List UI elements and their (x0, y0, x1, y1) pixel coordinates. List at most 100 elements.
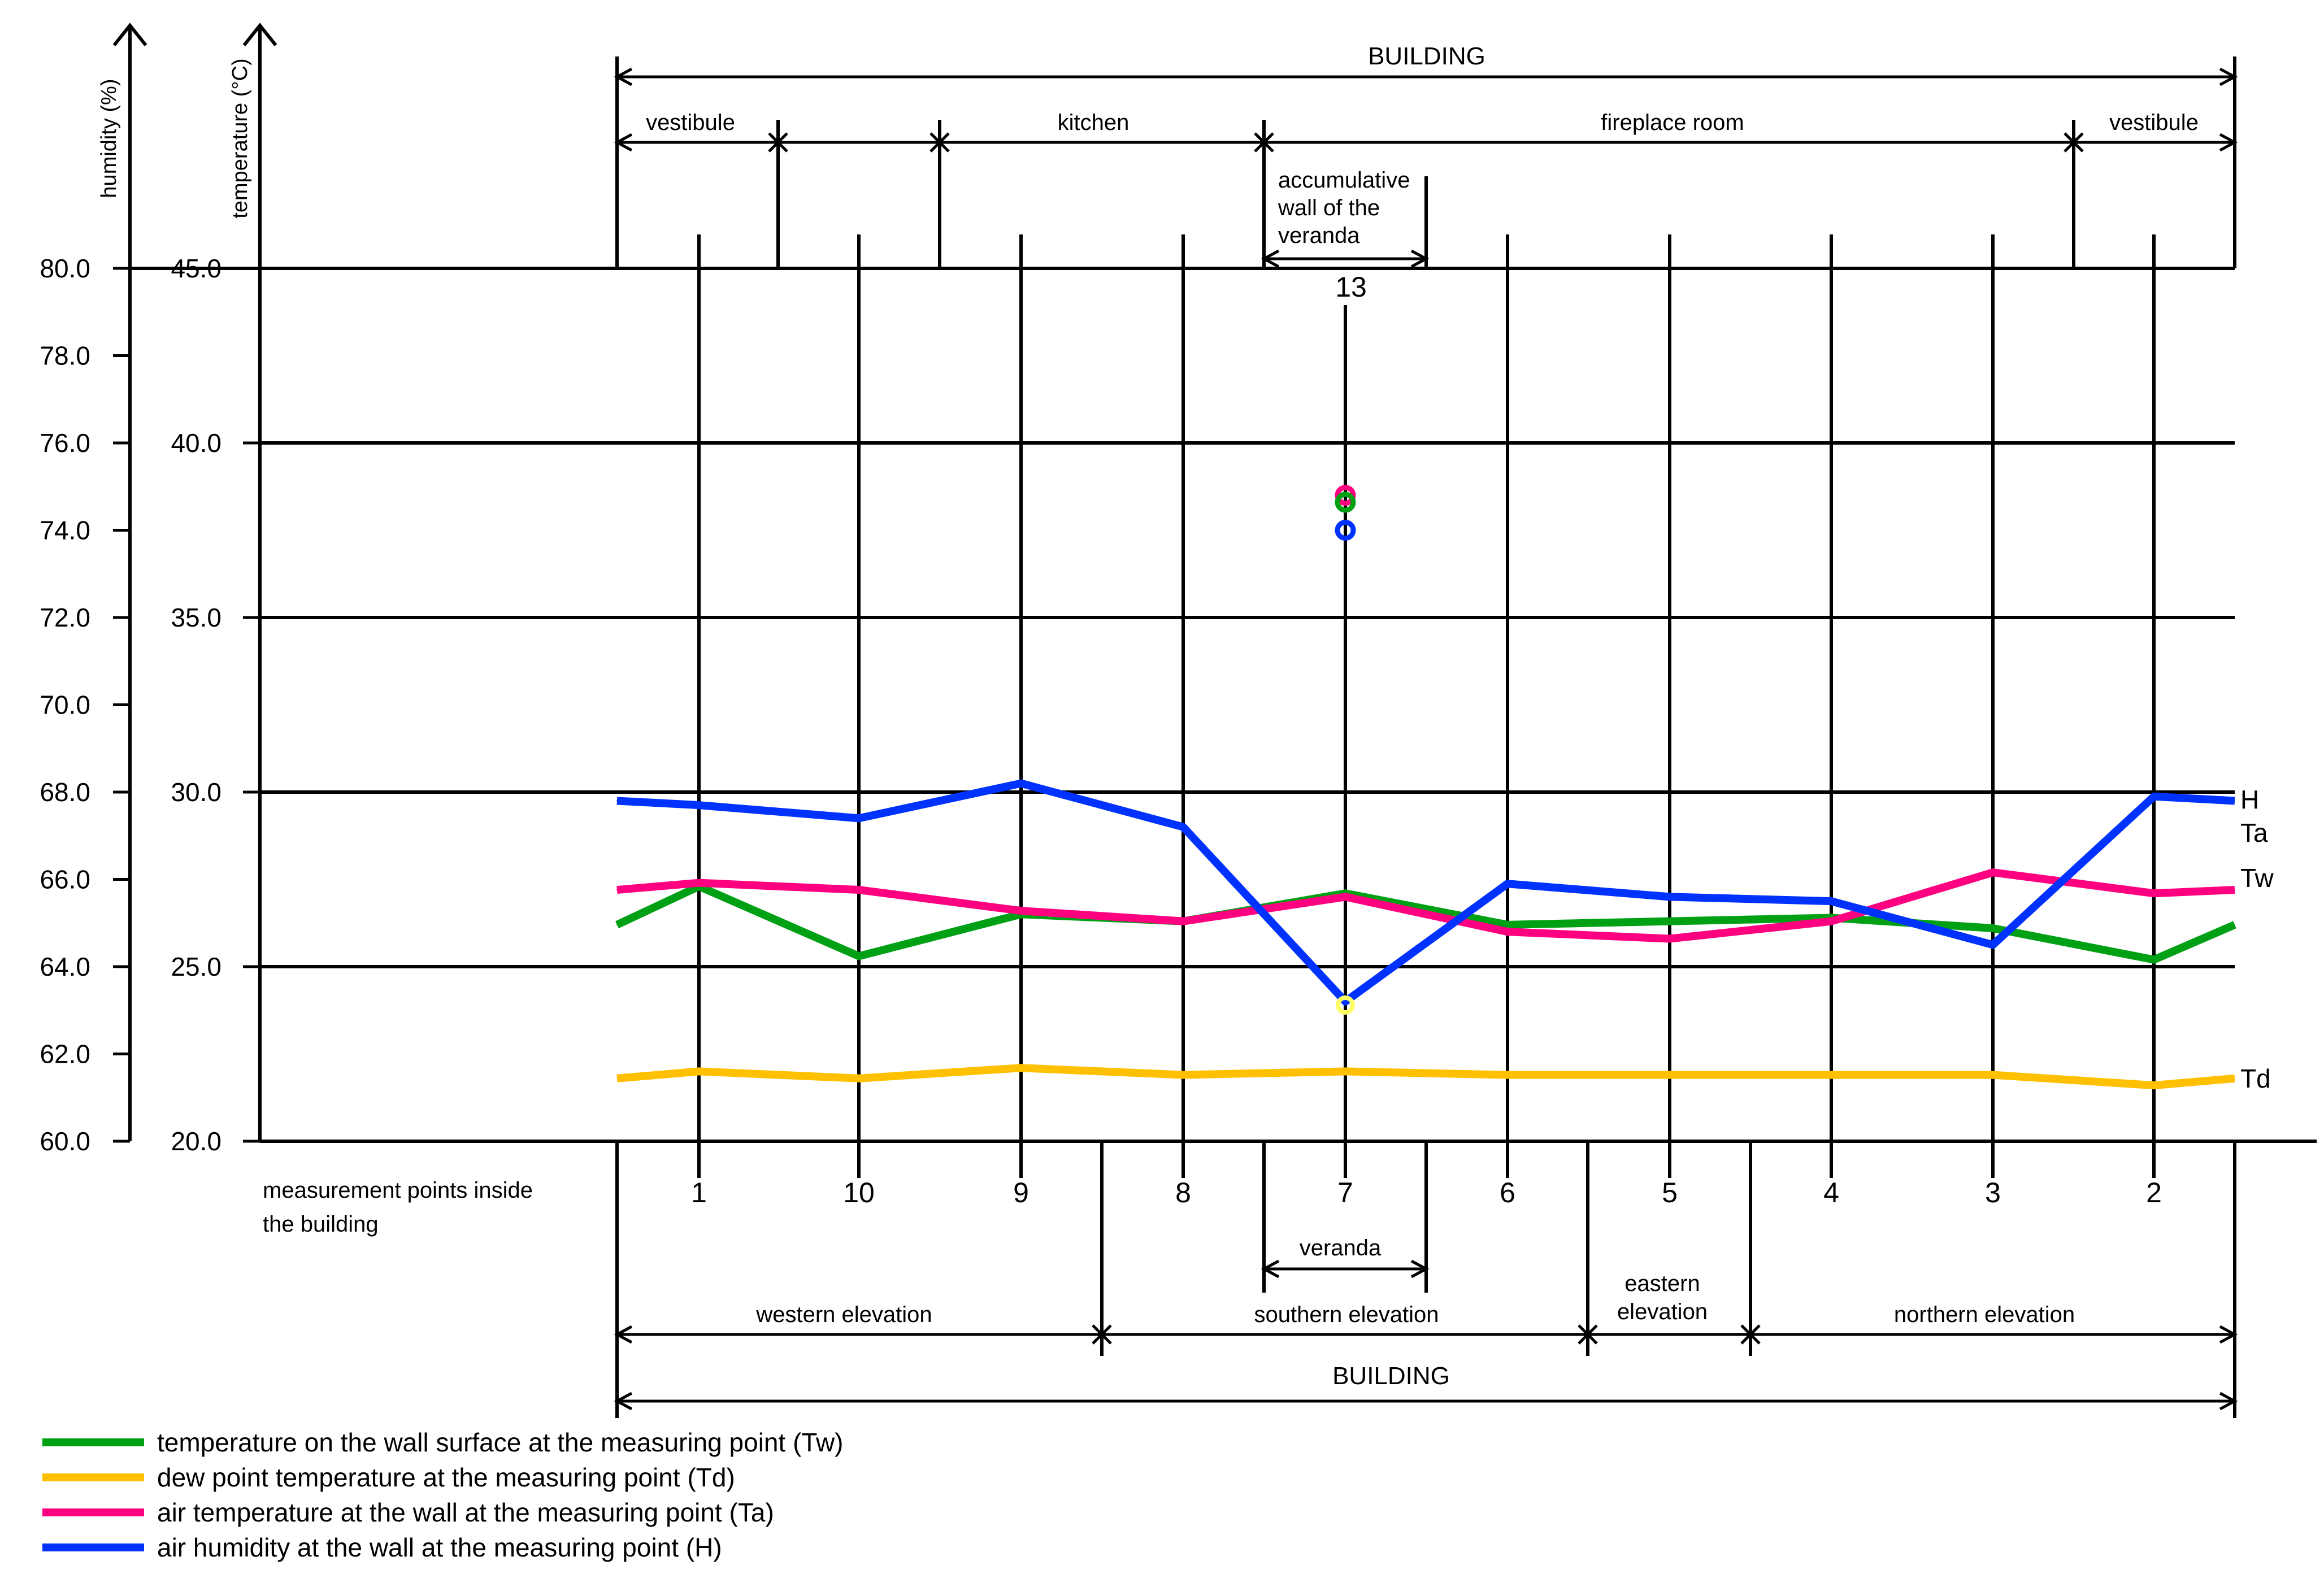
point-label: 10 (843, 1177, 875, 1208)
veranda-label: veranda (1300, 1236, 1382, 1260)
data-point-h (858, 818, 859, 819)
data-point-tw (1992, 928, 1993, 929)
tick-labels: 80.0 78.0 76.0 74.0 72.0 70.0 68.0 66.0 64.0 62.0… (40, 254, 260, 1156)
data-point-tw (1669, 920, 1670, 922)
data-point-ta (858, 889, 859, 891)
data-point-h (1992, 944, 1993, 946)
room-label: vestibule (646, 110, 735, 135)
data-point-tw (616, 924, 618, 925)
room-label: kitchen (1058, 110, 1130, 135)
data-point-ta (2234, 889, 2235, 891)
measurement-point-lines (697, 234, 2156, 1178)
data-point-td (698, 1071, 700, 1072)
series-line-tw (615, 882, 2236, 964)
data-point-ta (1669, 938, 1670, 940)
elevation-label: western elevation (755, 1302, 932, 1327)
data-point-td (1183, 1074, 1184, 1076)
legend-label: air temperature at the wall at the measu… (157, 1498, 774, 1527)
legend-label: temperature on the wall surface at the m… (157, 1428, 844, 1457)
point-label: 8 (1175, 1177, 1191, 1208)
rooms-arrow-left (614, 133, 633, 152)
elevation-divider-mark (1092, 1324, 1112, 1345)
building-label-top: BUILDING (1368, 42, 1485, 70)
data-point-ta (1183, 920, 1184, 922)
data-point-h (698, 805, 700, 806)
data-point-h (1020, 782, 1022, 784)
data-point-td (858, 1077, 859, 1079)
data-point-h (1507, 883, 1508, 885)
point-label: 4 (1823, 1177, 1839, 1208)
humidity-tick-label: 66.0 (40, 865, 90, 894)
series-end-label-h: H (2240, 785, 2259, 814)
building-label-bottom: BUILDING (1332, 1362, 1450, 1390)
data-point-tw (2234, 924, 2235, 925)
legend-label: air humidity at the wall at the measurin… (157, 1533, 722, 1562)
point-label: 9 (1013, 1177, 1029, 1208)
point-label: 3 (1985, 1177, 2001, 1208)
data-point-td (1507, 1074, 1508, 1076)
data-point-ta (698, 882, 700, 884)
temperature-tick-label: 45.0 (171, 254, 221, 283)
veranda-arrow-right (1410, 1259, 1430, 1279)
data-point-tw (858, 955, 859, 957)
point-label: 7 (1337, 1177, 1353, 1208)
x-axis-title: measurement points inside (263, 1178, 533, 1203)
legend: temperature on the wall surface at the m… (42, 1428, 844, 1562)
data-point-h (1183, 826, 1184, 828)
point-13-marker-tw (1335, 492, 1356, 513)
elevation-label: southern elevation (1254, 1302, 1439, 1327)
accumulative-wall-label: veranda (1278, 223, 1360, 248)
humidity-tick-label: 80.0 (40, 254, 90, 283)
building-bottom-arrow-left (614, 1392, 633, 1411)
accumulative-wall-label: wall of the (1278, 195, 1380, 220)
data-point-td (1345, 1071, 1346, 1072)
data-point-td (1669, 1074, 1670, 1076)
room-divider-mark (2064, 132, 2084, 153)
data-point-td (616, 1077, 618, 1079)
data-point-ta (1992, 872, 1993, 873)
elevation-label: eastern (1624, 1271, 1700, 1296)
point-label: 1 (691, 1177, 707, 1208)
point-markers (1335, 485, 1356, 1015)
humidity-tick-label: 74.0 (40, 516, 90, 545)
humidity-tick-label: 64.0 (40, 952, 90, 981)
humidity-tick-label: 60.0 (40, 1127, 90, 1156)
elevation-divider-mark (1740, 1324, 1761, 1345)
data-point-h (1669, 896, 1670, 898)
data-point-tw (1507, 924, 1508, 925)
point-7-marker-td (1336, 995, 1355, 1015)
data-point-ta (1020, 910, 1022, 912)
building-dimension-lines (614, 56, 2238, 1418)
temperature-tick-label: 40.0 (171, 428, 221, 458)
x-axis-title: the building (263, 1212, 379, 1237)
building-arrow-left (614, 67, 633, 86)
data-point-h (2153, 795, 2154, 797)
point-13-marker-ta (1335, 485, 1356, 506)
elevation-label: northern elevation (1894, 1302, 2075, 1327)
elevations-arrow-right (2219, 1325, 2238, 1344)
data-series (615, 779, 2236, 1090)
rooms-arrow-right (2219, 133, 2238, 152)
room-divider-mark (768, 132, 788, 153)
room-divider-mark (1254, 132, 1274, 153)
accumulative-arrow-right (1410, 249, 1430, 268)
data-point-ta (1345, 896, 1346, 898)
data-point-td (1992, 1074, 1993, 1076)
humidity-axis-arrow (112, 23, 147, 46)
series-line-td (616, 1064, 2235, 1090)
data-point-td (1020, 1067, 1022, 1069)
data-point-ta (1831, 920, 1832, 922)
series-end-label-ta: Ta (2240, 818, 2268, 847)
accumulative-arrow-left (1261, 249, 1280, 268)
temperature-tick-label: 35.0 (171, 603, 221, 632)
data-point-td (2153, 1085, 2154, 1086)
point-label: 2 (2146, 1177, 2162, 1208)
humidity-tick-label: 72.0 (40, 603, 90, 632)
data-point-h (1345, 1001, 1346, 1002)
humidity-tick-label: 62.0 (40, 1040, 90, 1069)
elevations-arrow-left (614, 1325, 633, 1344)
room-label: fireplace room (1601, 110, 1744, 135)
point-13-label: 13 (1335, 271, 1367, 303)
